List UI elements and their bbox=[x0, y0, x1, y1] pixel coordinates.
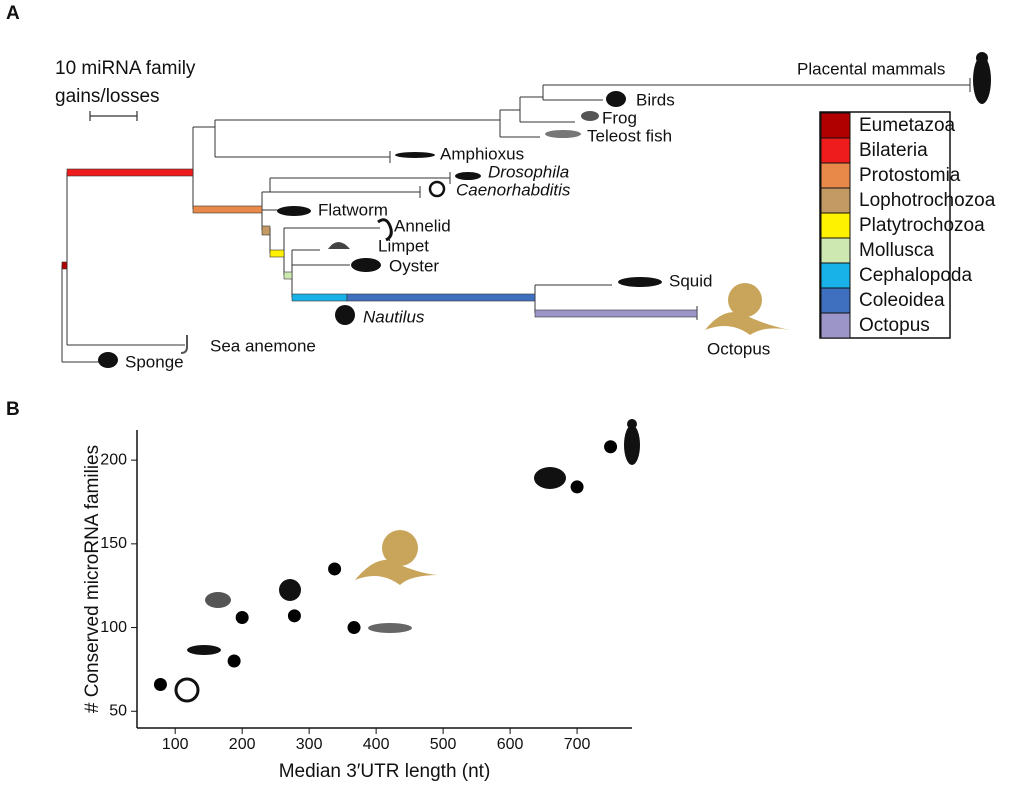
legend-swatch bbox=[820, 137, 851, 164]
taxon-label: Birds bbox=[636, 90, 675, 109]
x-tick-label: 300 bbox=[296, 736, 323, 753]
colored-branch bbox=[261, 225, 271, 236]
taxon-label: Octopus bbox=[707, 339, 770, 358]
point bbox=[227, 654, 241, 668]
taxon-label: Limpet bbox=[378, 236, 429, 255]
x-tick-label: 500 bbox=[430, 736, 457, 753]
point bbox=[287, 609, 301, 623]
taxon-label: Oyster bbox=[389, 256, 439, 275]
colored-branch bbox=[291, 293, 348, 302]
scatter-chart: 100 200 300 400 500 600 700 50 100 150 200 Median 3… bbox=[82, 419, 640, 782]
point bbox=[235, 611, 249, 625]
colored-branch bbox=[269, 249, 285, 258]
y-tick-label: 150 bbox=[100, 535, 127, 552]
taxon-label: Placental mammals bbox=[797, 59, 945, 78]
scale-bar-label: gains/losses bbox=[55, 86, 160, 107]
x-axis-title: Median 3′UTR length (nt) bbox=[279, 761, 491, 782]
point bbox=[347, 621, 361, 635]
colored-branch bbox=[346, 293, 536, 302]
y-axis-title: # Conserved microRNA families bbox=[82, 445, 103, 713]
point bbox=[604, 440, 618, 454]
panel-label: A bbox=[6, 3, 20, 24]
taxon-label: Amphioxus bbox=[440, 144, 524, 163]
point bbox=[153, 677, 167, 691]
legend-swatch bbox=[820, 187, 851, 214]
y-tick-label: 200 bbox=[100, 451, 127, 468]
taxon-label: Nautilus bbox=[363, 307, 425, 326]
taxon-label: Caenorhabditis bbox=[456, 180, 571, 199]
legend-swatch bbox=[820, 112, 851, 139]
taxon-label: Sea anemone bbox=[210, 336, 316, 355]
tree bbox=[61, 78, 971, 363]
legend: Eumetazoa Bilateria Protostomia Lophotrocho… bbox=[819, 111, 996, 339]
scale-bar bbox=[89, 111, 138, 121]
legend-swatch bbox=[820, 262, 851, 289]
legend-label: Mollusca bbox=[859, 240, 934, 261]
legend-swatch bbox=[820, 312, 851, 339]
legend-label: Cephalopoda bbox=[859, 265, 972, 286]
x-tick-label: 200 bbox=[229, 736, 256, 753]
y-tick-label: 50 bbox=[109, 702, 127, 719]
legend-swatch bbox=[820, 237, 851, 264]
y-tick-label: 100 bbox=[100, 619, 127, 636]
legend-label: Lophotrochozoa bbox=[859, 190, 996, 211]
colored-branch bbox=[66, 168, 194, 177]
legend-label: Octopus bbox=[859, 315, 930, 336]
legend-frame bbox=[819, 111, 951, 339]
taxon-label: Teleost fish bbox=[587, 126, 672, 145]
taxon-label: Annelid bbox=[394, 216, 451, 235]
legend-swatch bbox=[820, 162, 851, 189]
legend-label: Platytrochozoa bbox=[859, 215, 985, 236]
colored-branch bbox=[61, 261, 68, 270]
legend-label: Protostomia bbox=[859, 165, 961, 186]
colored-branch bbox=[534, 309, 698, 318]
point bbox=[570, 480, 584, 494]
taxon-label: Sponge bbox=[125, 352, 184, 371]
silhouettes bbox=[174, 419, 640, 703]
x-tick-label: 400 bbox=[363, 736, 390, 753]
x-tick-label: 700 bbox=[564, 736, 591, 753]
point bbox=[328, 562, 342, 576]
taxon-label: Frog bbox=[602, 108, 637, 127]
x-tick-label: 600 bbox=[497, 736, 524, 753]
legend-label: Coleoidea bbox=[859, 290, 945, 311]
taxon-label: Squid bbox=[669, 271, 712, 290]
legend-label: Bilateria bbox=[859, 140, 928, 161]
silhouettes bbox=[98, 52, 991, 368]
taxon-label: Flatworm bbox=[318, 200, 388, 219]
scale-bar-label: 10 miRNA family bbox=[55, 58, 196, 79]
x-tick-label: 100 bbox=[162, 736, 189, 753]
legend-label: Eumetazoa bbox=[859, 115, 956, 136]
legend-swatch bbox=[820, 212, 851, 239]
colored-branch bbox=[192, 205, 263, 214]
taxon-label: Drosophila bbox=[488, 162, 569, 181]
panel-label: B bbox=[6, 399, 20, 420]
colored-branch bbox=[283, 271, 293, 280]
legend-swatch bbox=[820, 287, 851, 314]
